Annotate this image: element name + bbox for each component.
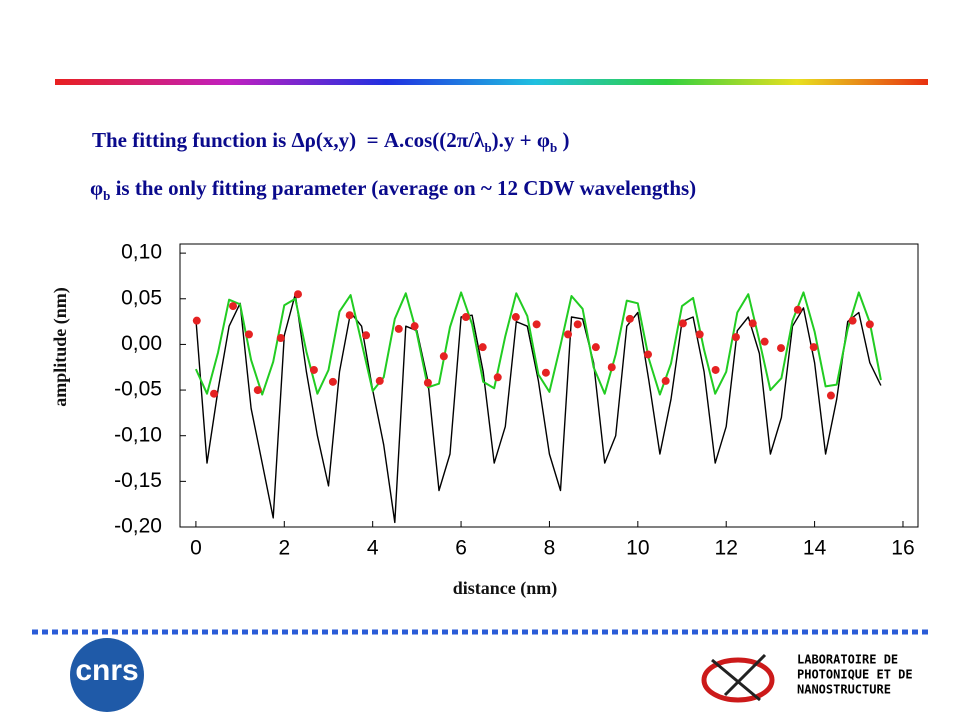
data-point [695, 330, 704, 339]
y-tick-label: -0,20 [114, 515, 162, 538]
x-tick-label: 8 [544, 537, 556, 560]
y-tick-label: -0,15 [114, 469, 162, 492]
logo-text: PHOTONIQUE ET DE [797, 668, 913, 682]
x-tick-label: 10 [626, 537, 649, 560]
plot-frame [179, 243, 919, 528]
logo-text: NANOSTRUCTURE [797, 683, 891, 697]
data-point [345, 311, 354, 320]
x-tick-label: 4 [367, 537, 379, 560]
x-tick-label: 2 [278, 537, 290, 560]
x-tick-label: 12 [715, 537, 738, 560]
text: is the only fitting parameter (average o… [110, 176, 697, 200]
data-point [244, 330, 253, 339]
data-point [541, 368, 550, 377]
x-tick-label: 6 [455, 537, 467, 560]
data-point [591, 343, 600, 352]
data-point [478, 343, 487, 352]
data-point [276, 334, 285, 343]
x-tick-label: 0 [190, 537, 202, 560]
data-line [194, 291, 882, 396]
logo-text: cnrs [75, 654, 138, 687]
y-tick-label: 0,00 [121, 332, 162, 355]
data-point [394, 324, 403, 333]
lab-logo: LABORATOIRE DE PHOTONIQUE ET DE NANOSTRU… [701, 653, 913, 703]
y-axis-label: amplitude (nm) [50, 287, 71, 407]
text: ) [557, 128, 570, 152]
text: φ [90, 176, 104, 200]
data-point [607, 363, 616, 372]
y-tick-label: -0,10 [114, 423, 162, 446]
data-point [210, 389, 219, 398]
x-axis-label: distance (nm) [453, 578, 558, 599]
data-point [625, 314, 634, 323]
y-tick-label: 0,05 [121, 286, 162, 309]
subscript: b [103, 188, 111, 204]
text: The fitting function is Δρ(x,y) = A.cos(… [92, 128, 485, 152]
data-point [192, 316, 201, 325]
logo-text: LABORATOIRE DE [797, 653, 898, 667]
rainbow-bar [55, 79, 928, 85]
data-point [229, 302, 238, 311]
data-point [573, 320, 582, 329]
y-tick-label: -0,05 [114, 378, 162, 401]
y-tick-label: 0,10 [121, 241, 162, 264]
data-point [564, 330, 573, 339]
logo-circle [70, 638, 144, 712]
data-point [711, 365, 720, 374]
data-point [678, 319, 687, 328]
data-point [661, 376, 670, 385]
heading-line1: The fitting function is Δρ(x,y) = A.cos(… [92, 128, 569, 156]
data-point [362, 331, 371, 340]
data-point [375, 376, 384, 385]
heading-line2: φb is the only fitting parameter (averag… [90, 176, 696, 204]
data-point [493, 373, 502, 382]
data-point [410, 322, 419, 331]
logo-shape [711, 653, 767, 702]
text: ).y + φ [491, 128, 550, 152]
data-point [809, 343, 818, 352]
data-line [195, 293, 882, 524]
data-point [793, 305, 802, 314]
data-point [328, 377, 337, 386]
data-point [748, 319, 757, 328]
cnrs-logo: cnrs [70, 638, 144, 712]
data-point [511, 313, 520, 322]
logo-shape [701, 657, 775, 703]
data-point [293, 290, 302, 299]
subscript: b [550, 140, 558, 156]
data-point [532, 320, 541, 329]
data-point [760, 337, 769, 346]
data-point [826, 391, 835, 400]
data-point [848, 316, 857, 325]
data-point [731, 333, 740, 342]
data-point [865, 320, 874, 329]
x-tick-label: 14 [803, 537, 827, 560]
data-point [461, 313, 470, 322]
data-point [439, 352, 448, 361]
data-point [253, 386, 262, 395]
data-point [643, 350, 652, 359]
subscript: b [484, 140, 492, 156]
data-point [309, 365, 318, 374]
x-tick-label: 16 [891, 537, 914, 560]
data-point [423, 378, 432, 387]
data-point [777, 344, 786, 353]
